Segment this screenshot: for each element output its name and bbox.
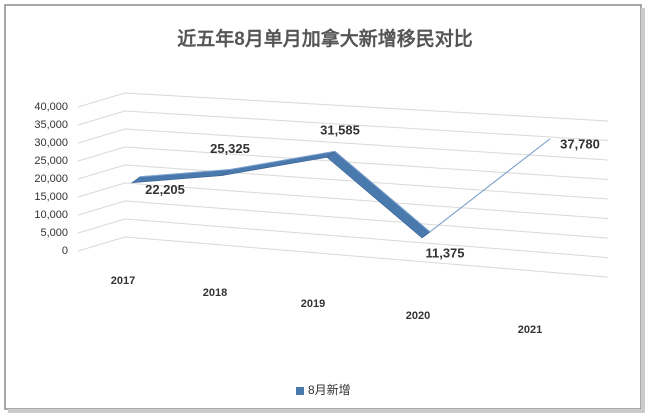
grid-line [77, 164, 609, 200]
y-tick-label: 0 [62, 245, 68, 257]
grid-line [77, 128, 609, 161]
data-label: 37,780 [560, 136, 600, 151]
grid-line [77, 218, 609, 259]
x-tick-label: 2018 [203, 287, 227, 299]
line-top-edge [139, 138, 551, 233]
x-tick-label: 2019 [301, 298, 325, 310]
x-tick-label: 2021 [518, 324, 542, 336]
frame-shadow [8, 409, 645, 413]
x-tick-label: 2020 [406, 310, 430, 322]
grid-line [77, 92, 609, 122]
grid-line [77, 200, 609, 239]
y-tick-label: 40,000 [34, 101, 68, 113]
y-tick-label: 5,000 [40, 227, 68, 239]
y-tick-label: 25,000 [34, 155, 68, 167]
grid-line [77, 146, 609, 181]
legend-swatch [296, 387, 304, 395]
grid-line [77, 182, 609, 220]
frame-shadow [641, 8, 645, 412]
data-label: 31,585 [320, 123, 360, 138]
y-tick-label: 15,000 [34, 191, 68, 203]
y-tick-label: 10,000 [34, 209, 68, 221]
y-tick-label: 35,000 [34, 119, 68, 131]
x-tick-label: 2017 [111, 275, 135, 287]
legend-label: 8月新增 [308, 382, 351, 397]
grid-line [77, 236, 609, 278]
y-tick-label: 20,000 [34, 173, 68, 185]
data-label: 25,325 [210, 141, 250, 156]
data-label: 22,205 [145, 182, 185, 197]
chart-frame [4, 4, 642, 410]
data-label: 11,375 [425, 245, 464, 260]
chart-title: 近五年8月单月加拿大新增移民对比 [177, 27, 473, 50]
grid-line [77, 110, 609, 142]
y-tick-label: 30,000 [34, 137, 68, 149]
